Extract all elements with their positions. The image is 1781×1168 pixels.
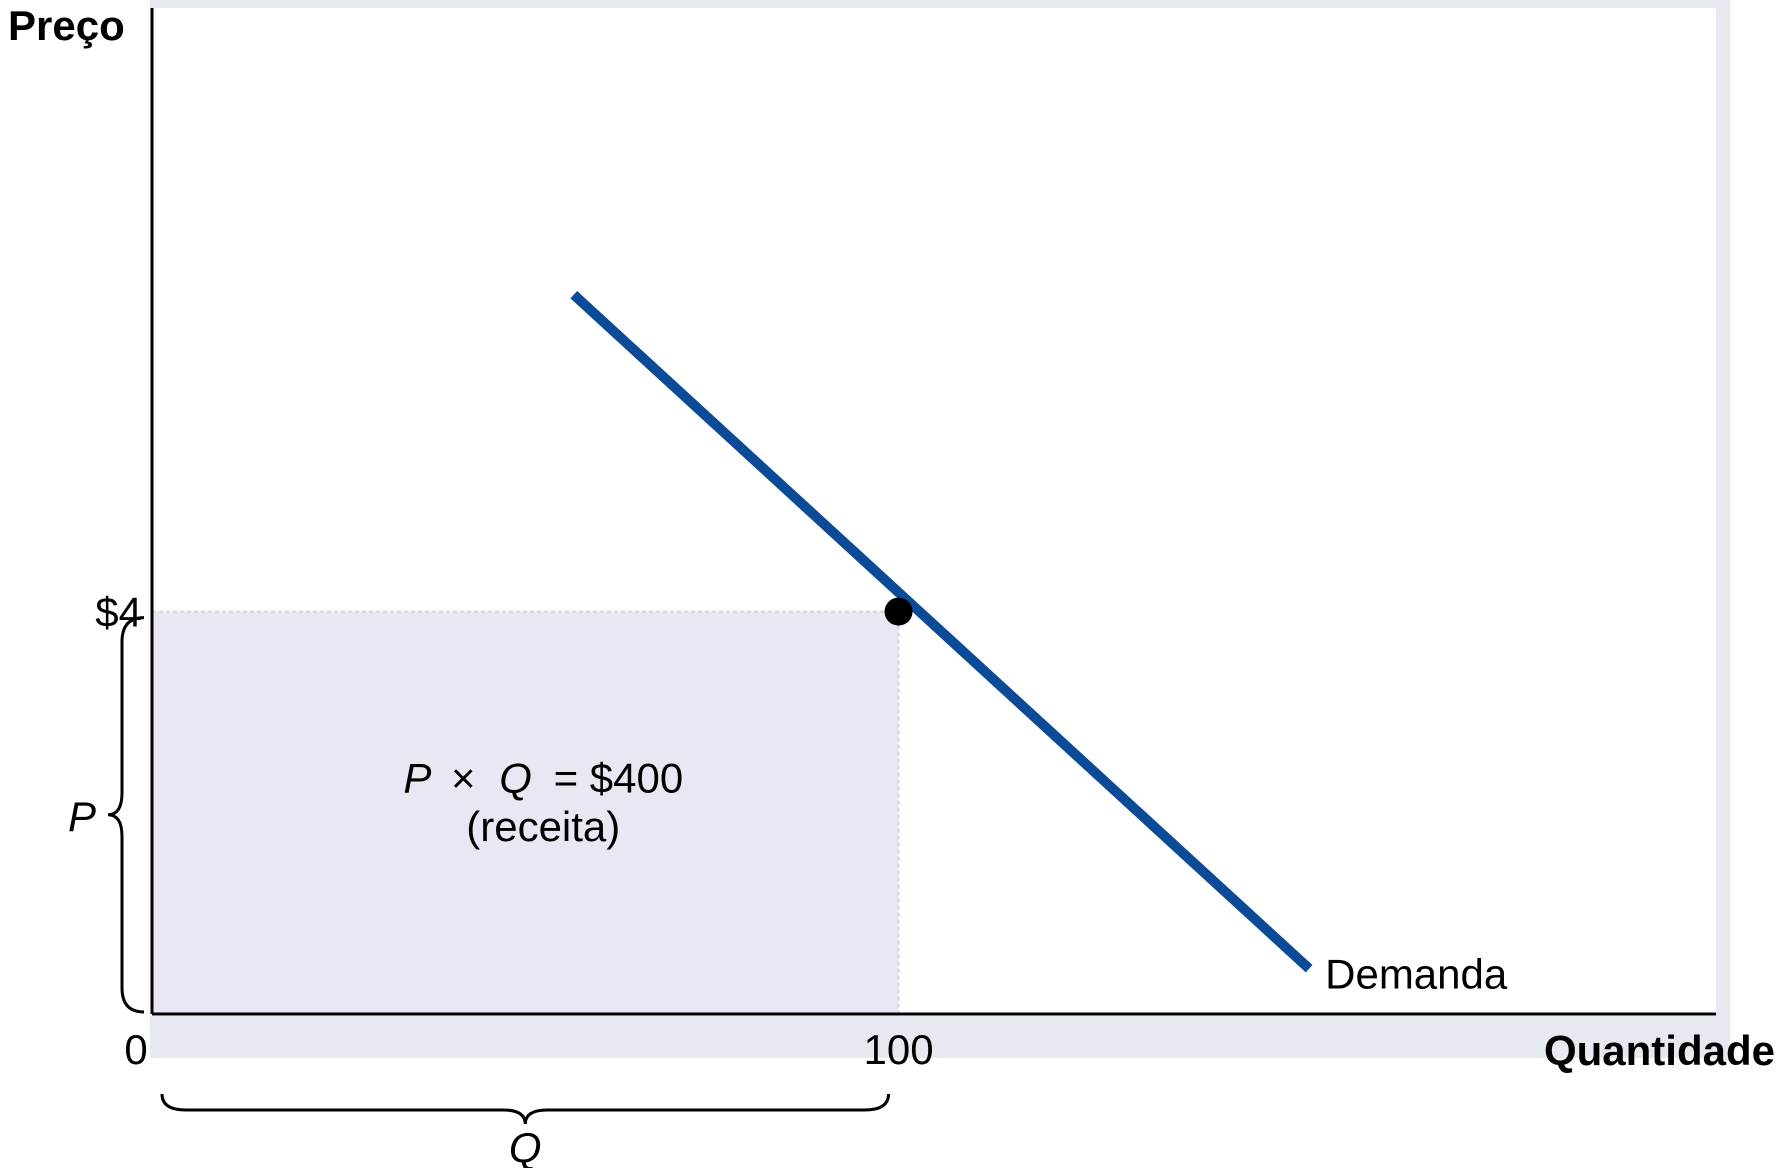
demand-curve-label: Demanda — [1325, 951, 1508, 998]
panel-shadow — [150, 0, 1730, 1060]
revenue-formula-label: P × Q = $400 — [403, 755, 683, 802]
demand-curve — [570, 291, 1313, 973]
shadow-top — [150, 0, 1718, 8]
x-tick-label-100: 100 — [864, 1026, 934, 1073]
quantity-brace — [160, 1093, 891, 1125]
price-brace-label: P — [68, 793, 96, 840]
formula-q: Q — [499, 755, 532, 802]
quantity-brace-label: Q — [509, 1124, 542, 1168]
price-brace — [107, 616, 145, 1014]
x-axis-title: Quantidade — [1544, 1027, 1775, 1074]
formula-rest: = $400 — [554, 755, 684, 802]
formula-p: P — [403, 755, 431, 802]
formula-times: × — [451, 755, 476, 802]
revenue-area — [152, 611, 899, 1014]
y-tick-label-4: $4 — [95, 589, 142, 636]
shadow-right — [1716, 0, 1730, 1060]
shadow-bottom — [150, 1016, 1730, 1058]
x-tick-label-0: 0 — [124, 1026, 147, 1073]
equilibrium-point — [884, 597, 913, 626]
revenue-caption-label: (receita) — [466, 803, 620, 850]
y-axis-title: Preço — [8, 2, 125, 49]
